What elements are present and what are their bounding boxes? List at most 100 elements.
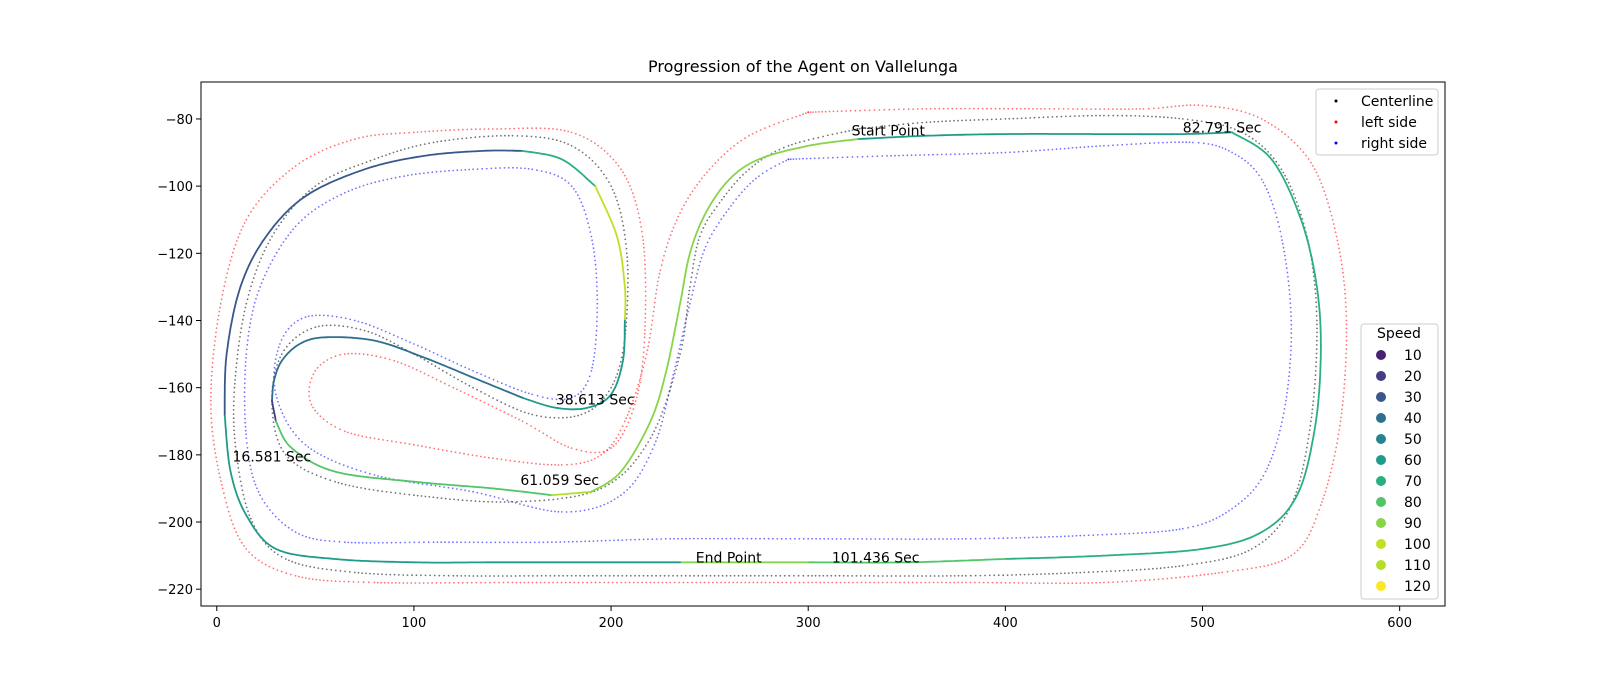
track-point [659, 574, 662, 577]
track-point [1036, 536, 1038, 539]
track-point [1207, 573, 1209, 576]
track-point [567, 540, 570, 543]
track-point [748, 581, 751, 584]
track-point [644, 272, 647, 275]
track-point [344, 430, 346, 433]
track-point [1139, 108, 1141, 110]
track-point [465, 137, 468, 140]
track-point [472, 370, 474, 372]
track-point [873, 575, 875, 577]
track-point [396, 150, 399, 153]
track-point [579, 574, 581, 577]
track-point [770, 574, 773, 577]
track-point [399, 132, 401, 135]
track-point [887, 538, 890, 540]
track-point [965, 581, 967, 584]
track-point [1298, 479, 1301, 482]
track-point [802, 581, 805, 584]
track-point [521, 135, 523, 137]
track-point [701, 537, 703, 540]
track-point [1185, 141, 1188, 144]
track-point [1278, 433, 1280, 436]
track-point [1227, 107, 1230, 110]
track-point [344, 483, 347, 486]
track-point [410, 582, 413, 584]
track-point [1187, 575, 1190, 578]
track-point [525, 541, 527, 544]
track-point [1249, 492, 1252, 494]
track-point [406, 582, 409, 584]
track-point [539, 136, 542, 139]
track-point [1218, 123, 1220, 126]
track-point [785, 581, 788, 584]
track-point [1310, 530, 1312, 532]
track-point [224, 281, 227, 283]
track-point [626, 264, 629, 267]
track-point [1227, 149, 1230, 152]
track-point [1270, 457, 1273, 460]
track-point [215, 331, 217, 334]
track-point [489, 494, 492, 497]
track-point [1011, 574, 1013, 576]
track-point [253, 480, 256, 482]
track-point [802, 537, 805, 540]
track-point [444, 357, 447, 360]
track-point [1287, 280, 1290, 283]
track-point [232, 409, 235, 411]
track-point [350, 432, 353, 435]
track-point [445, 372, 448, 374]
track-point [647, 441, 650, 443]
track-point [1244, 111, 1247, 114]
track-point [524, 167, 526, 170]
track-point [408, 131, 410, 134]
track-point [725, 192, 728, 195]
track-point [1075, 571, 1078, 574]
track-point [271, 512, 274, 515]
track-point [502, 498, 504, 501]
track-point [621, 433, 624, 436]
speed-legend-marker [1376, 434, 1386, 444]
track-point [759, 129, 762, 131]
track-point [1218, 106, 1221, 109]
track-point [1226, 557, 1228, 560]
track-point [1069, 115, 1072, 118]
track-point [386, 541, 388, 544]
track-point [485, 167, 488, 170]
track-point [287, 234, 290, 237]
track-point [651, 433, 654, 436]
track-point [886, 575, 888, 577]
track-point [392, 334, 395, 337]
track-point [1038, 582, 1041, 584]
track-point [503, 541, 505, 544]
track-point [256, 294, 259, 296]
track-point [369, 572, 371, 575]
track-point [702, 227, 705, 229]
track-point [708, 216, 711, 218]
track-point [444, 139, 447, 142]
track-point [1127, 569, 1130, 572]
track-point [478, 500, 481, 503]
track-point [897, 123, 900, 126]
track-point [934, 538, 936, 540]
track-point [390, 541, 393, 544]
track-point [213, 448, 216, 450]
track-point [233, 391, 236, 394]
track-point [543, 136, 546, 139]
track-point [456, 363, 459, 365]
track-point [490, 541, 492, 544]
track-point [701, 253, 704, 255]
track-point [365, 572, 367, 575]
track-point [464, 489, 466, 492]
annotation-label: 16.581 Sec [233, 450, 312, 466]
track-point [1274, 446, 1277, 448]
track-point [1099, 108, 1101, 110]
track-point [644, 276, 647, 279]
track-point [1321, 501, 1323, 503]
track-point [280, 221, 283, 224]
track-point [1311, 408, 1314, 411]
track-point [313, 450, 316, 452]
track-point [244, 417, 247, 420]
track-point [587, 574, 590, 577]
track-point [440, 129, 443, 132]
track-point [330, 580, 333, 582]
